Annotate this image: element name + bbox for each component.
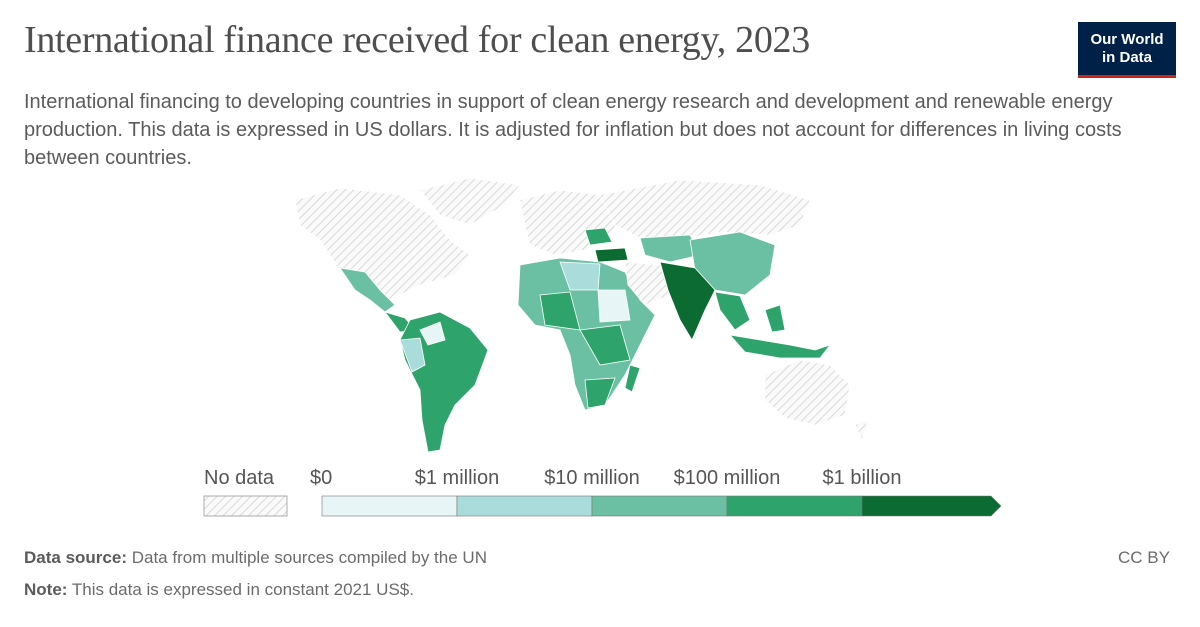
source-text: Data from multiple sources compiled by t… <box>131 548 487 567</box>
region <box>599 179 811 241</box>
region <box>419 321 446 346</box>
note-label: Note: <box>24 580 68 599</box>
region <box>399 337 426 373</box>
legend: No data $0 $1 million $10 million $100 mill… <box>203 467 1002 517</box>
region <box>764 304 786 333</box>
region <box>339 267 396 313</box>
region <box>639 234 701 263</box>
legend-swatch <box>591 495 728 517</box>
region <box>624 364 641 393</box>
source: Data source: Data from multiple sources … <box>24 548 487 568</box>
legend-no-data-swatch <box>203 495 288 517</box>
region <box>399 311 489 453</box>
legend-label: $0 <box>310 467 332 489</box>
countries <box>294 177 869 453</box>
region <box>728 334 832 359</box>
region <box>597 289 631 323</box>
region <box>584 377 616 409</box>
legend-swatch <box>456 495 593 517</box>
license: CC BY <box>1118 548 1170 567</box>
logo-line: Our World <box>1090 31 1164 48</box>
region <box>764 359 851 426</box>
region <box>854 419 869 442</box>
legend-label: $100 million <box>674 467 781 489</box>
legend-swatch <box>861 495 1002 517</box>
region <box>624 261 671 306</box>
region <box>594 247 629 263</box>
region <box>659 261 716 341</box>
legend-swatch <box>321 495 458 517</box>
note: Note: This data is expressed in constant… <box>24 580 414 600</box>
note-text: This data is expressed in constant 2021 … <box>71 580 414 599</box>
region <box>714 291 751 331</box>
source-label: Data source: <box>24 548 127 567</box>
legend-no-data-label: No data <box>204 467 275 489</box>
legend-label: $1 million <box>415 467 499 489</box>
legend-label: $1 billion <box>823 467 902 489</box>
region <box>419 177 521 226</box>
legend-swatch <box>726 495 863 517</box>
region <box>584 227 613 246</box>
title: International finance received for clean… <box>24 19 810 61</box>
subtitle: International financing to developing co… <box>24 91 1122 169</box>
logo-line: in Data <box>1101 49 1152 66</box>
legend-label: $10 million <box>544 467 640 489</box>
region <box>294 187 471 301</box>
region <box>579 324 631 366</box>
logo[interactable]: Our World in Data <box>1078 22 1176 78</box>
